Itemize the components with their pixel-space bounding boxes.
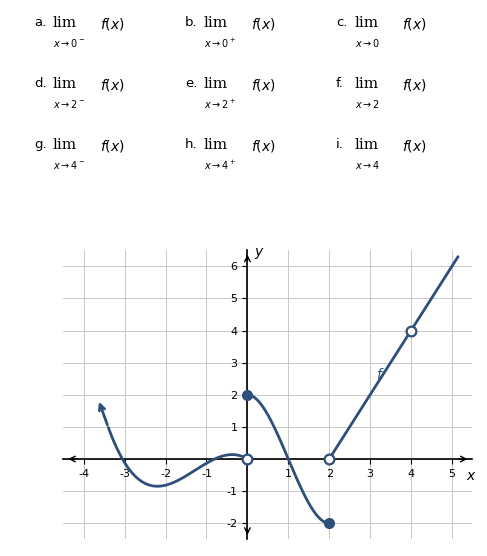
Text: lim: lim — [204, 16, 228, 31]
Text: $f(x)$: $f(x)$ — [251, 77, 276, 93]
Text: $x\to4^-$: $x\to4^-$ — [53, 159, 85, 171]
Text: $f(x)$: $f(x)$ — [402, 138, 427, 154]
Text: i.: i. — [336, 138, 344, 151]
Text: lim: lim — [355, 138, 379, 152]
Text: $f(x)$: $f(x)$ — [402, 16, 427, 32]
Text: $x\to4^+$: $x\to4^+$ — [204, 159, 236, 172]
Text: lim: lim — [53, 16, 77, 31]
Text: d.: d. — [34, 77, 47, 90]
Text: $x\to0^-$: $x\to0^-$ — [53, 37, 85, 49]
Text: a.: a. — [34, 16, 46, 29]
Text: $f$: $f$ — [376, 367, 385, 382]
Text: $f(x)$: $f(x)$ — [100, 16, 125, 32]
Text: x: x — [466, 469, 474, 483]
Text: e.: e. — [185, 77, 197, 90]
Text: $f(x)$: $f(x)$ — [251, 138, 276, 154]
Text: $f(x)$: $f(x)$ — [100, 77, 125, 93]
Text: $x\to2$: $x\to2$ — [355, 98, 380, 110]
Text: lim: lim — [355, 16, 379, 31]
Text: $f(x)$: $f(x)$ — [100, 138, 125, 154]
Text: $f(x)$: $f(x)$ — [402, 77, 427, 93]
Text: h.: h. — [185, 138, 198, 151]
Text: c.: c. — [336, 16, 348, 29]
Text: f.: f. — [336, 77, 344, 90]
Text: lim: lim — [204, 77, 228, 91]
Text: $f(x)$: $f(x)$ — [251, 16, 276, 32]
Text: g.: g. — [34, 138, 47, 151]
Text: $x\to4$: $x\to4$ — [355, 159, 380, 171]
Text: lim: lim — [53, 77, 77, 91]
Text: lim: lim — [355, 77, 379, 91]
Text: $x\to0$: $x\to0$ — [355, 37, 380, 49]
Text: b.: b. — [185, 16, 198, 29]
Text: y: y — [255, 245, 263, 259]
Text: $x\to2^+$: $x\to2^+$ — [204, 98, 236, 111]
Text: $x\to2^-$: $x\to2^-$ — [53, 98, 85, 110]
Text: lim: lim — [204, 138, 228, 152]
Text: $x\to0^+$: $x\to0^+$ — [204, 37, 236, 51]
Text: lim: lim — [53, 138, 77, 152]
